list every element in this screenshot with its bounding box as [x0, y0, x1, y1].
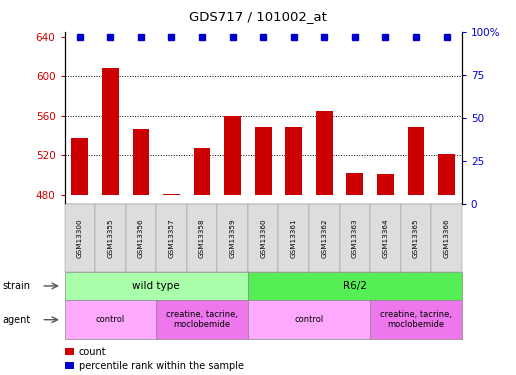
Text: percentile rank within the sample: percentile rank within the sample	[79, 361, 244, 370]
Bar	[316, 111, 333, 195]
Text: GSM13366: GSM13366	[444, 218, 449, 258]
Text: control: control	[295, 315, 324, 324]
Bar	[377, 174, 394, 195]
Text: GSM13364: GSM13364	[382, 218, 389, 258]
Text: GSM13356: GSM13356	[138, 218, 144, 258]
Bar	[71, 138, 88, 195]
Text: creatine, tacrine,
moclobemide: creatine, tacrine, moclobemide	[380, 310, 452, 329]
Bar	[163, 194, 180, 195]
Bar	[408, 128, 424, 195]
Text: R6/2: R6/2	[343, 281, 367, 291]
Text: agent: agent	[3, 315, 31, 325]
Text: GSM13357: GSM13357	[168, 218, 174, 258]
Text: GSM13359: GSM13359	[230, 218, 236, 258]
Text: strain: strain	[3, 281, 30, 291]
Bar	[438, 154, 455, 195]
Text: GSM13300: GSM13300	[77, 218, 83, 258]
Text: count: count	[79, 347, 107, 357]
Text: GSM13355: GSM13355	[107, 218, 114, 258]
Text: GDS717 / 101002_at: GDS717 / 101002_at	[189, 10, 327, 23]
Text: GSM13365: GSM13365	[413, 218, 419, 258]
Text: GSM13360: GSM13360	[260, 218, 266, 258]
Bar	[194, 148, 211, 195]
Text: GSM13363: GSM13363	[352, 218, 358, 258]
Text: GSM13361: GSM13361	[291, 218, 297, 258]
Bar	[102, 68, 119, 195]
Text: creatine, tacrine,
moclobemide: creatine, tacrine, moclobemide	[166, 310, 238, 329]
Text: wild type: wild type	[133, 281, 180, 291]
Text: control: control	[96, 315, 125, 324]
Bar	[346, 173, 363, 195]
Bar	[224, 116, 241, 195]
Text: GSM13358: GSM13358	[199, 218, 205, 258]
Bar	[255, 126, 271, 195]
Bar	[285, 128, 302, 195]
Text: GSM13362: GSM13362	[321, 218, 327, 258]
Bar	[133, 129, 149, 195]
